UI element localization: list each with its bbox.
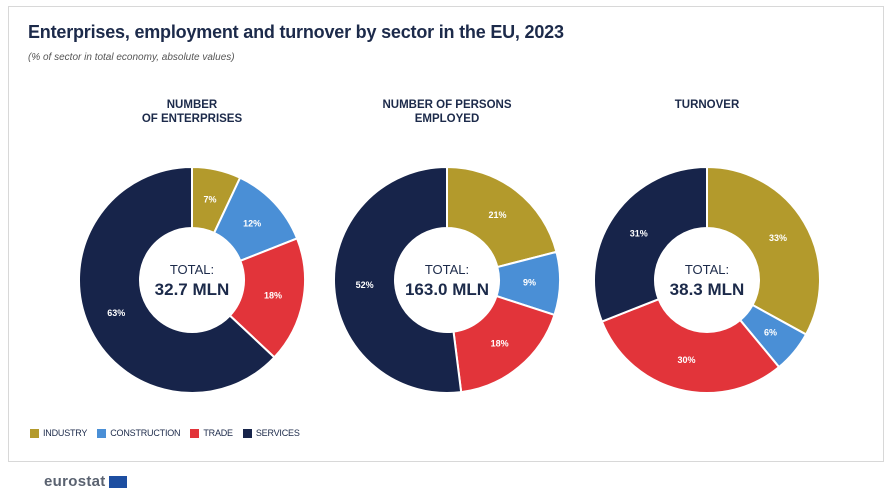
legend-item-industry: INDUSTRY bbox=[30, 428, 87, 438]
slice-label-services: 52% bbox=[356, 280, 374, 290]
donut-slice-services bbox=[333, 165, 463, 394]
legend-swatch-trade bbox=[190, 428, 200, 438]
donut-center-value: 163.0 MLN bbox=[405, 280, 489, 299]
donut-slice-services bbox=[593, 165, 708, 323]
donut-slice-trade bbox=[452, 294, 556, 394]
slice-label-trade: 18% bbox=[491, 339, 509, 349]
eu-flag-icon bbox=[108, 475, 127, 488]
donut-slice-trade bbox=[600, 297, 781, 394]
donut-slice-industry bbox=[446, 165, 558, 269]
donut-slice-services bbox=[78, 165, 276, 394]
donut-chart-turnover: 33% 6% 30% 31% TOTAL: 38.3 MLN bbox=[593, 165, 821, 394]
slice-label-trade: 30% bbox=[677, 355, 695, 365]
donut-center-value: 38.3 MLN bbox=[670, 280, 745, 299]
chart-heading-line2: OF ENTERPRISES bbox=[141, 113, 243, 125]
donut-center-label: TOTAL: bbox=[685, 262, 729, 277]
legend-item-trade: TRADE bbox=[190, 428, 233, 438]
slice-label-construction: 6% bbox=[764, 328, 777, 338]
donut-center-label: TOTAL: bbox=[170, 262, 214, 277]
slice-label-trade: 18% bbox=[264, 290, 282, 300]
logo-text: eurostat bbox=[44, 473, 106, 490]
chart-heading-line1: NUMBER OF PERSONS bbox=[382, 99, 512, 111]
chart-heading-line1: NUMBER bbox=[166, 99, 218, 111]
legend-swatch-services bbox=[242, 428, 252, 438]
legend-swatch-industry bbox=[30, 428, 39, 438]
donut-center-label: TOTAL: bbox=[425, 262, 469, 277]
slice-label-industry: 7% bbox=[203, 194, 216, 204]
legend-item-construction: CONSTRUCTION bbox=[97, 428, 181, 438]
chart-heading-enterprises: NUMBER OF ENTERPRISES bbox=[92, 98, 292, 126]
donut-slice-industry bbox=[706, 165, 821, 336]
chart-title: Enterprises, employment and turnover by … bbox=[28, 22, 564, 42]
legend-swatch-construction bbox=[97, 428, 107, 438]
chart-heading-line1: TURNOVER bbox=[674, 99, 740, 111]
chart-subtitle: (% of sector in total economy, absolute … bbox=[28, 52, 235, 63]
legend-item-services: SERVICES bbox=[242, 428, 300, 438]
slice-label-industry: 21% bbox=[489, 210, 507, 220]
chart-heading-turnover: TURNOVER bbox=[607, 98, 807, 112]
donut-chart-enterprises: 7% 12% 18% 63% TOTAL: 32.7 MLN bbox=[78, 165, 306, 394]
chart-heading-line2: EMPLOYED bbox=[414, 113, 480, 125]
slice-label-industry: 33% bbox=[769, 233, 787, 243]
legend-label: TRADE bbox=[203, 428, 233, 438]
slice-label-services: 31% bbox=[630, 229, 648, 239]
donut-center-value: 32.7 MLN bbox=[155, 280, 230, 299]
legend-label: INDUSTRY bbox=[43, 428, 88, 438]
legend-label: SERVICES bbox=[255, 428, 300, 438]
slice-label-services: 63% bbox=[107, 308, 125, 318]
legend-label: CONSTRUCTION bbox=[110, 428, 181, 438]
eurostat-logo: eurostat bbox=[44, 473, 127, 490]
slice-label-construction: 9% bbox=[523, 278, 536, 288]
donut-chart-persons-employed: 21% 9% 18% 52% TOTAL: 163.0 MLN bbox=[333, 165, 561, 394]
slice-label-construction: 12% bbox=[243, 219, 261, 229]
donut-slice-trade bbox=[228, 237, 306, 359]
chart-heading-persons-employed: NUMBER OF PERSONS EMPLOYED bbox=[347, 98, 547, 126]
legend: INDUSTRY CONSTRUCTION TRADE SERVICES bbox=[30, 428, 300, 438]
